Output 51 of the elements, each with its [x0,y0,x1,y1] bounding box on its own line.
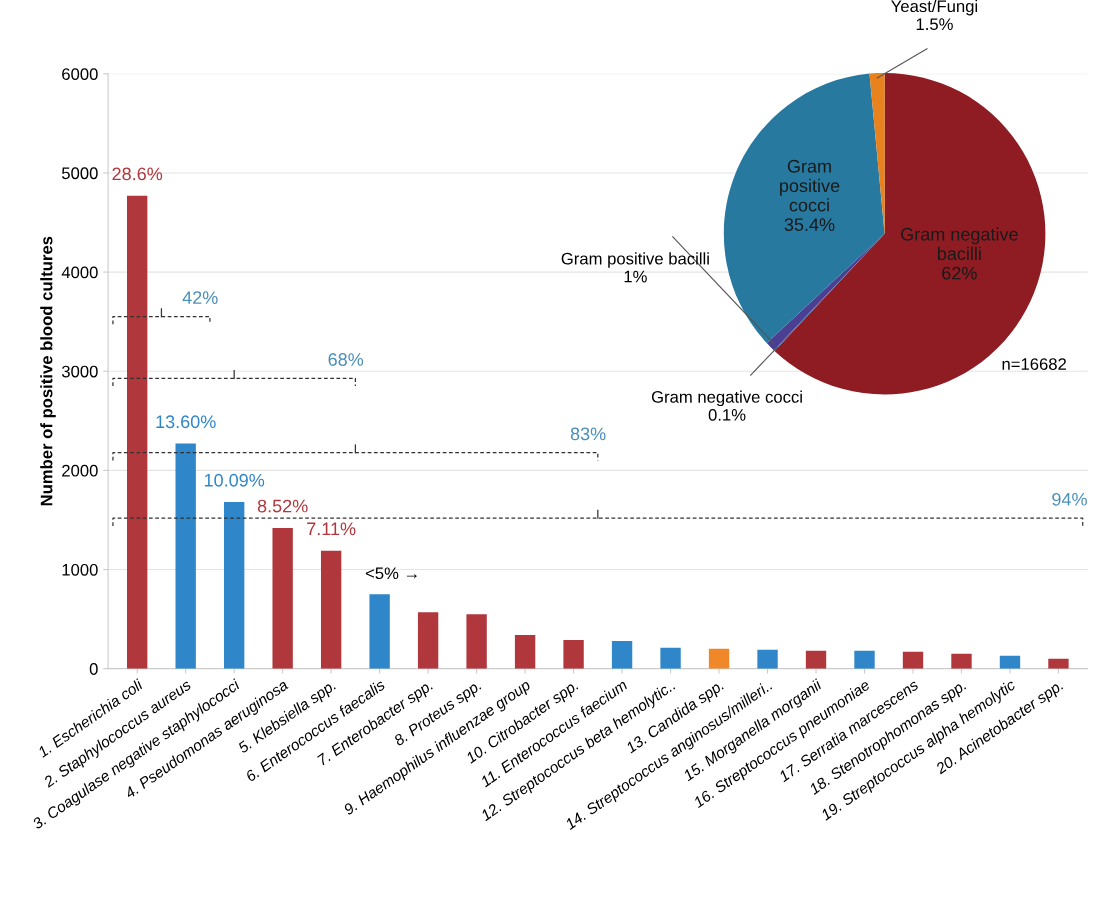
data-label: 62% [942,266,977,280]
bar [223,502,245,669]
bar [854,650,875,669]
y-tick-label: 1000 [62,563,98,576]
bar [951,653,972,669]
annotation: 83% [570,427,606,441]
bar [708,648,730,669]
annotation: 68% [328,353,364,366]
bar [563,639,584,669]
data-label: 1.5% [916,18,953,31]
y-tick-label: 5000 [61,167,98,180]
bar [902,651,924,669]
y-tick-label: 6000 [62,68,98,80]
bar [999,655,1021,669]
data-label: 1% [624,270,647,283]
y-tick-label: 0 [89,663,98,675]
bar [272,527,293,669]
y-tick-label: 3000 [61,365,98,378]
slice-label: Gram negative cocci [651,390,802,407]
bar [175,443,196,669]
bar [466,614,487,669]
slice-label: Gram negative bacilli [901,227,1018,261]
bar [369,594,390,669]
bar [127,195,148,669]
bar [514,634,536,669]
pie-slice [723,73,885,343]
bar [320,550,342,669]
slice-label: Gram positive bacilli [561,252,709,268]
annotation: 10.09% [204,473,265,487]
bar [805,650,827,669]
bar [611,640,633,669]
data-label: 35.4% [784,218,835,231]
annotation: 8.52% [257,499,308,513]
pie-slice [869,72,885,234]
bar [1048,658,1069,669]
y-tick-label: 4000 [61,266,98,279]
annotation: 94% [1052,492,1087,506]
data-label: 0.1% [708,408,746,421]
slice-label: Gram positive cocci [780,159,840,212]
slice-label: Yeast/Fungi [891,0,978,16]
y-axis-title: Number of positive blood cultures [40,236,56,506]
annotation: n=16682 [1002,358,1066,370]
annotation: 7.11% [307,522,356,536]
y-tick-label: 2000 [62,464,98,477]
annotation: 28.6% [112,167,163,181]
annotation: <5% → [365,567,417,580]
bar [660,647,681,669]
annotation: 13.60% [156,415,216,429]
annotation: 42% [182,291,218,304]
bar [417,612,439,669]
bar [757,649,778,669]
